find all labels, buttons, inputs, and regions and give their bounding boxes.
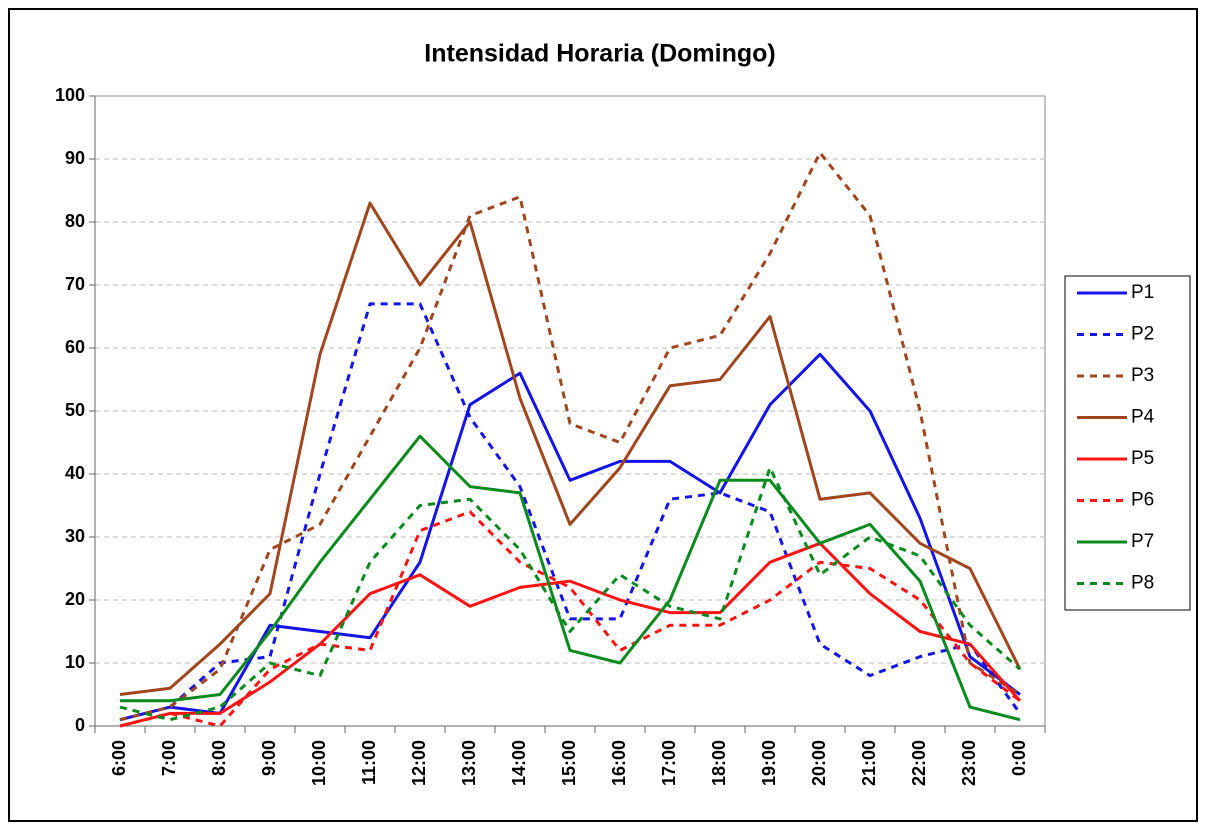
x-tick-label: 8:00	[209, 740, 229, 776]
series-line	[119, 201, 1022, 696]
y-tick-label: 10	[65, 652, 85, 672]
x-tick-label: 0:00	[1009, 740, 1029, 776]
series-line	[120, 434, 1021, 722]
y-tick-label: 40	[65, 463, 85, 483]
y-tick-label: 0	[75, 715, 85, 735]
legend-label: P3	[1131, 365, 1154, 386]
chart-title: Intensidad Horaria (Domingo)	[424, 40, 775, 68]
legend-label: P5	[1131, 448, 1154, 469]
series-line	[119, 466, 1021, 722]
x-tick-label: 20:00	[809, 740, 829, 786]
series-line	[119, 302, 1022, 722]
legend-label: P6	[1131, 490, 1154, 511]
x-tick-label: 12:00	[409, 740, 429, 786]
x-tick-label: 10:00	[309, 740, 329, 786]
plot-area	[94, 95, 1046, 727]
x-tick-label: 22:00	[909, 740, 929, 786]
legend-label: P4	[1131, 407, 1155, 428]
x-tick-label: 17:00	[659, 740, 679, 786]
y-tick-label: 100	[55, 85, 85, 105]
x-tick-label: 16:00	[609, 740, 629, 786]
y-tick-label: 90	[65, 148, 85, 168]
series-line	[119, 151, 1021, 722]
y-tick-label: 70	[65, 274, 85, 294]
y-tick-label: 80	[65, 211, 85, 231]
x-tick-label: 15:00	[559, 740, 579, 786]
series-line	[119, 352, 1021, 722]
legend-label: P7	[1131, 531, 1154, 552]
series-line	[119, 541, 1022, 728]
x-tick-label: 9:00	[259, 740, 279, 776]
legend-label: P2	[1131, 324, 1154, 345]
x-tick-label: 21:00	[859, 740, 879, 786]
x-tick-label: 11:00	[359, 740, 379, 785]
legend-box	[1064, 275, 1191, 611]
x-tick-label: 14:00	[509, 740, 529, 786]
legend-label: P8	[1131, 573, 1154, 594]
y-tick-label: 30	[65, 526, 85, 546]
x-tick-label: 6:00	[109, 740, 129, 776]
x-tick-label: 18:00	[709, 740, 729, 786]
x-tick-label: 19:00	[759, 740, 779, 786]
series-line	[119, 510, 1021, 728]
y-tick-label: 60	[65, 337, 85, 357]
x-tick-label: 13:00	[459, 740, 479, 786]
y-tick-label: 50	[65, 400, 85, 420]
x-tick-label: 23:00	[959, 740, 979, 786]
y-tick-label: 20	[65, 589, 85, 609]
x-tick-label: 7:00	[159, 740, 179, 776]
legend-label: P1	[1131, 282, 1154, 303]
